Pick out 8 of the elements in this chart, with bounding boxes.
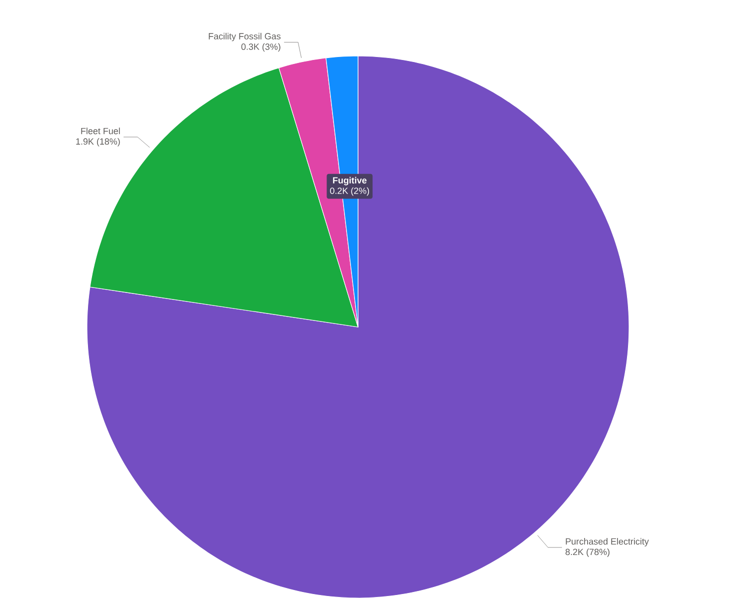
slice-label: Fleet Fuel	[81, 128, 120, 134]
data-label: 0.2K (2%)	[330, 187, 370, 196]
slice-label: Purchased Electricity	[566, 538, 649, 546]
data-label: 1.9K (18%)	[76, 138, 120, 146]
data-label: 8.2K (78%)	[566, 548, 610, 557]
slice-label: Fugitive	[333, 176, 367, 186]
data-label: 0.3K (3%)	[241, 43, 280, 52]
slice-label: Facility Fossil Gas	[208, 32, 281, 42]
